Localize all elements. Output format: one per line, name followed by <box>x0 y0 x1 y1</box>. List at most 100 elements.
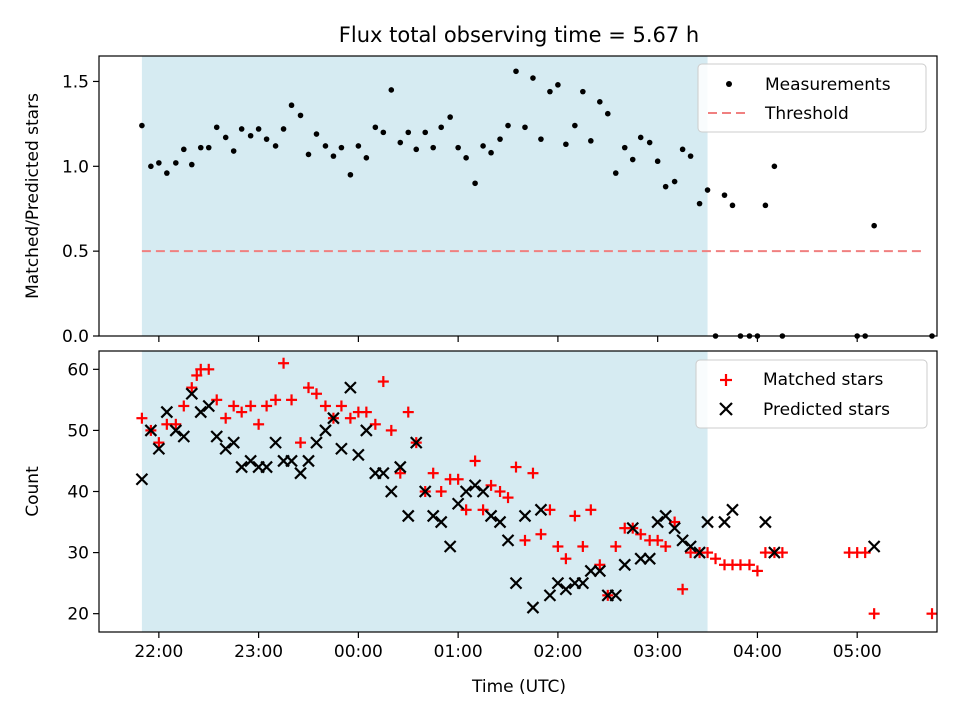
top-legend-box <box>697 63 927 133</box>
bottom-legend-box <box>695 359 928 429</box>
measurement-point <box>654 158 661 165</box>
predicted-star-point <box>659 509 672 523</box>
matched-star-point <box>228 400 240 412</box>
predicted-star-point <box>144 424 158 437</box>
matched-star-point <box>270 394 282 406</box>
matched-star-point <box>360 406 372 418</box>
matched-star-point <box>191 369 203 381</box>
matched-star-point <box>303 382 314 394</box>
predicted-star-point <box>651 515 664 529</box>
measurement-point <box>338 144 345 151</box>
matched-star-point <box>859 547 871 559</box>
measurement-point <box>629 156 636 163</box>
measurement-point <box>156 160 162 166</box>
matched-star-point <box>594 559 606 571</box>
measurement-point <box>472 180 478 187</box>
predicted-star-point <box>160 405 174 419</box>
predicted-star-point <box>194 405 208 419</box>
predicted-star-point <box>468 479 482 492</box>
matched-star-point <box>710 553 722 565</box>
matched-star-point <box>253 418 265 430</box>
legend-measurements-label: Measurements <box>765 75 891 95</box>
predicted-star-point <box>401 509 415 523</box>
measurement-point <box>247 132 254 139</box>
matched-star-point <box>743 559 755 571</box>
matched-star-point <box>702 547 714 559</box>
measurement-point <box>422 129 429 136</box>
predicted-star-point <box>626 521 640 535</box>
matched-star-point <box>245 400 257 412</box>
measurement-point <box>522 124 528 131</box>
matched-star-point <box>153 437 165 449</box>
y-tick-label: 50 <box>67 421 89 441</box>
predicted-star-point <box>244 454 257 468</box>
y-tick-label: 0.0 <box>62 327 89 347</box>
predicted-star-point <box>426 509 440 523</box>
predicted-star-point <box>451 497 465 510</box>
measurement-point <box>297 112 304 119</box>
predicted-star-point <box>726 503 739 517</box>
x-tick-label: 22:00 <box>134 642 183 662</box>
measurement-point <box>729 202 736 209</box>
legend-threshold-label: Threshold <box>764 104 849 124</box>
measurement-point <box>430 144 437 151</box>
y-tick-label: 1.5 <box>62 72 89 92</box>
predicted-star-point <box>269 436 282 449</box>
chart-title: Flux total observing time = 5.67 h <box>339 23 699 47</box>
measurement-point <box>771 163 778 170</box>
measurement-point <box>679 146 686 153</box>
measurement-point <box>263 136 270 142</box>
measurement-point <box>871 222 877 229</box>
predicted-star-point <box>344 381 357 394</box>
predicted-star-point <box>693 546 706 559</box>
legend-measurements-marker <box>726 81 732 87</box>
predicted-star-point <box>618 558 632 572</box>
measurement-point <box>497 136 503 142</box>
legend-predicted-marker <box>719 402 733 416</box>
matched-star-point <box>868 608 880 620</box>
bottom-axes-frame <box>98 350 938 633</box>
measurement-point <box>230 148 237 154</box>
predicted-star-point <box>509 576 523 590</box>
measurement-point <box>288 102 295 109</box>
x-tick-label: 01:00 <box>434 642 483 662</box>
predicted-star-point <box>285 454 298 468</box>
measurement-point <box>164 170 170 176</box>
matched-star-point <box>519 534 531 546</box>
measurement-point <box>173 160 179 166</box>
measurement-point <box>612 170 619 176</box>
predicted-star-point <box>759 515 772 529</box>
top-x-ticks <box>158 336 858 342</box>
matched-star-point <box>560 553 572 565</box>
top-y-axis-label: Matched/Predicted stars <box>23 93 43 299</box>
matched-star-point <box>751 565 763 577</box>
measurement-point <box>580 88 586 95</box>
predicted-star-point <box>701 515 714 529</box>
bottom-y-axis-label: Count <box>23 466 43 517</box>
measurement-point <box>405 129 412 136</box>
matched-star-point <box>377 376 389 388</box>
y-tick-label: 30 <box>67 544 89 564</box>
measurement-point <box>413 146 420 153</box>
count-points <box>135 357 938 620</box>
matched-star-point <box>178 400 190 412</box>
matched-star-point <box>203 363 215 375</box>
measurement-point <box>671 178 678 185</box>
predicted-star-point <box>418 485 432 498</box>
matched-star-point <box>485 479 497 491</box>
measurement-point <box>463 155 469 161</box>
predicted-star-point <box>260 460 273 474</box>
matched-star-point <box>669 516 681 528</box>
measurement-point <box>380 129 387 136</box>
top-legend: Measurements Threshold <box>697 63 927 133</box>
predicted-star-point <box>443 540 457 553</box>
measurement-point <box>305 151 312 158</box>
predicted-star-point <box>551 576 565 590</box>
predicted-star-point <box>335 442 348 456</box>
measurement-point <box>530 75 536 81</box>
predicted-star-point <box>219 442 232 456</box>
measurement-point <box>588 138 594 144</box>
matched-star-point <box>510 461 522 473</box>
measurement-point <box>547 88 553 95</box>
